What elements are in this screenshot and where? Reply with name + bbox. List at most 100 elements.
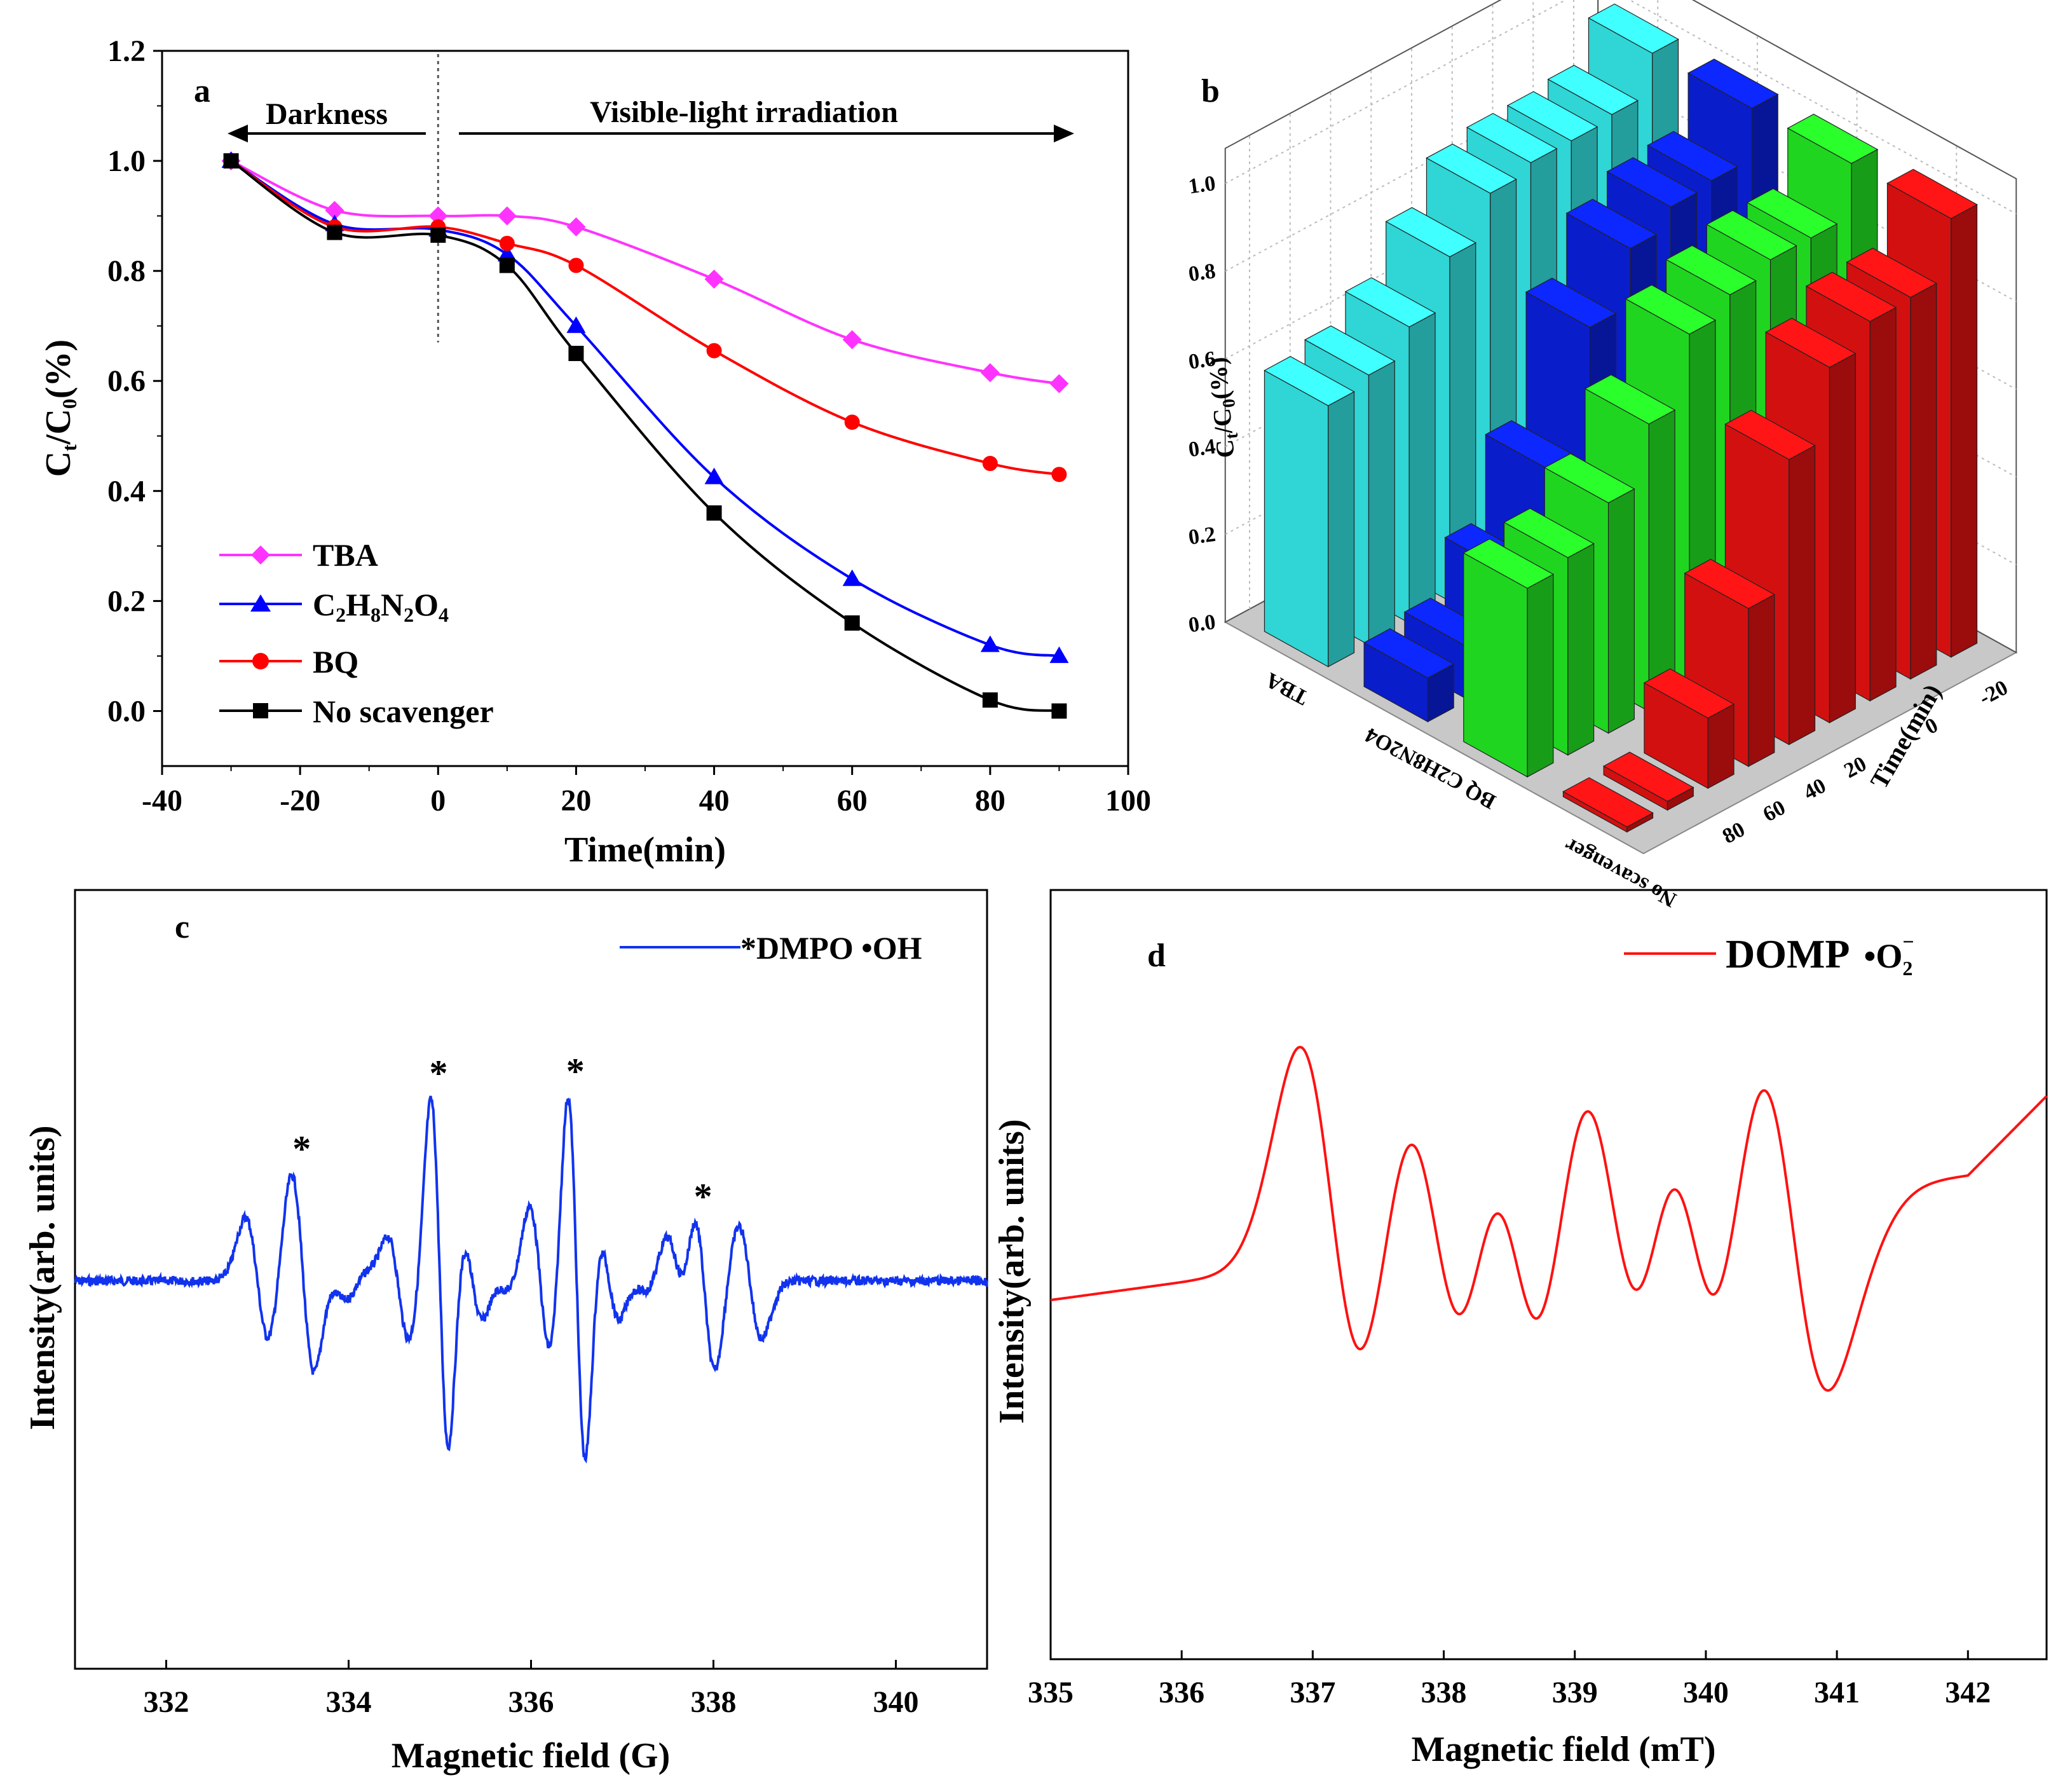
b-bar-top-no-scavenger	[1886, 168, 1978, 219]
a-point-c2h8n2o4	[566, 316, 586, 333]
legend-marker-c2h8n2o4	[250, 594, 271, 612]
a-y-tick-label: 0.2	[107, 584, 146, 618]
panel-c-peak-markers: * * * *	[292, 1050, 712, 1217]
a-point-bq	[706, 343, 722, 359]
panel-d-label: d	[1147, 938, 1166, 974]
panel-a-series	[221, 151, 1069, 719]
a-series-line-c2h8n2o4	[230, 160, 1060, 657]
b-bar-side-tba	[1408, 312, 1436, 624]
a-series-line-tba	[230, 160, 1060, 385]
b-bar-side-no-scavenger	[1789, 444, 1816, 746]
a-point-tba	[980, 363, 1000, 383]
a-point-no-scavenger	[223, 153, 239, 169]
panel-d-x-axis-label: Magnetic field (mT)	[1412, 1730, 1716, 1769]
b-bar-top-no-scavenger	[1562, 777, 1654, 828]
b-category-label: BQ	[1461, 778, 1500, 814]
b-bar-tba	[1264, 369, 1329, 668]
b-z-tick-label: 0.6	[1187, 347, 1217, 374]
c-peak-star: *	[694, 1176, 712, 1217]
panel-b-label: b	[1201, 73, 1220, 109]
a-point-no-scavenger	[327, 224, 343, 240]
b-bar-top-bq	[1584, 374, 1676, 425]
b-z-tick-label: 0.2	[1187, 523, 1217, 550]
panel-c-legend-label: *DMPO •OH	[740, 930, 922, 966]
b-bar-top-bq	[1462, 538, 1555, 589]
panel-d-ticks: 335 336 337 338 339 340 341 342	[1028, 1650, 1991, 1709]
b-bar-top-bq	[1544, 453, 1635, 503]
b-bar-top-bq	[1625, 284, 1717, 335]
b-time-tick-label: 80	[1719, 818, 1748, 849]
b-z-axis-label: Ct/C0(%)	[1203, 356, 1244, 460]
a-x-tick-label: 20	[561, 784, 591, 818]
legend-label-c2h8n2o4: C2H8N2O4	[313, 587, 449, 626]
b-bar-top-bq	[1787, 113, 1879, 164]
a-y-tick-label: 0.4	[107, 474, 146, 508]
b-bar-top-tba	[1385, 207, 1477, 257]
b-bar-side-no-scavenger	[1748, 594, 1775, 767]
legend-marker-bq	[252, 653, 269, 669]
b-z-tick-label: 0.8	[1187, 259, 1217, 287]
a-point-tba	[842, 330, 862, 350]
darkness-arrowhead	[228, 125, 248, 142]
a-y-tick-label: 0.0	[107, 694, 146, 728]
c-x-tick-label: 340	[873, 1685, 919, 1719]
b-bar-top-no-scavenger	[1764, 317, 1857, 368]
b-bar-side-bq	[1567, 543, 1595, 756]
a-point-c2h8n2o4	[704, 467, 724, 484]
b-category-label: No scavenger	[1560, 833, 1680, 912]
a-point-no-scavenger	[844, 615, 860, 631]
a-y-tick-label: 0.8	[107, 254, 146, 288]
a-y-tick-label: 1.2	[107, 34, 146, 68]
b-category-label: TBA	[1262, 668, 1312, 709]
a-point-bq	[1051, 467, 1067, 483]
a-x-tick-label: 100	[1105, 784, 1151, 818]
panel-c-y-axis-label: Intensity(arb. units)	[23, 1125, 62, 1430]
b-bar-side-bq	[1648, 409, 1675, 712]
a-point-no-scavenger	[499, 257, 515, 273]
a-point-bq	[982, 456, 998, 472]
b-bar-top-no-scavenger	[1602, 751, 1694, 802]
a-point-no-scavenger	[1051, 703, 1067, 719]
b-bar-top-tba	[1506, 91, 1598, 142]
visible-light-label: Visible-light irradiation	[590, 95, 898, 129]
a-point-tba	[497, 206, 517, 226]
b-bar-side-no-scavenger	[1910, 282, 1937, 680]
b-bar-top-bq	[1665, 245, 1757, 296]
panel-c-spectrum-line	[74, 1095, 988, 1464]
panel-c-x-axis-label: Magnetic field (G)	[392, 1736, 671, 1776]
b-bar-top-bq	[1503, 508, 1595, 558]
panel-a-annotations: Darkness Visible-light irradiation	[228, 54, 1074, 343]
b-bar-top-c2h8n2o4	[1525, 277, 1617, 328]
panel-b-3d-bar-chart: b 0.00.20.40.60.81.0Ct/C0(%)-20020406080…	[1187, 0, 2018, 912]
visible-light-arrowhead	[1054, 125, 1074, 142]
a-x-tick-label: 80	[975, 784, 1005, 818]
b-bar-top-tba	[1547, 65, 1639, 115]
b-bar-side-tba	[1328, 391, 1355, 668]
panel-c-epr-spectrum: c 332 334 336 338 340 * * * * *DMPO •OH Magneti…	[23, 889, 988, 1776]
c-x-tick-label: 334	[326, 1685, 372, 1719]
b-bar-top-c2h8n2o4	[1647, 130, 1738, 181]
b-bar-top-tba	[1588, 3, 1679, 54]
a-point-bq	[844, 414, 860, 430]
panel-d-epr-spectrum: d 335 336 337 338 339 340 341 342 DOMP •O2− Magn…	[992, 889, 2048, 1769]
b-bar-side-no-scavenger	[1707, 703, 1735, 789]
a-point-tba	[1049, 374, 1069, 394]
panel-a-y-axis-label: Ct/C0(%)	[39, 339, 81, 477]
c-peak-star: *	[430, 1053, 448, 1094]
b-bar-side-no-scavenger	[1829, 352, 1856, 723]
b-bar-top-tba	[1344, 277, 1436, 327]
b-z-tick-label: 0.4	[1187, 435, 1217, 462]
c-peak-star: *	[566, 1050, 585, 1092]
b-bar-top-no-scavenger	[1684, 559, 1776, 609]
d-x-tick-label: 338	[1421, 1676, 1467, 1709]
b-bar-side-tba	[1368, 360, 1395, 646]
b-bar-top-no-scavenger	[1846, 247, 1938, 298]
b-bar-top-c2h8n2o4	[1687, 58, 1779, 109]
panel-d-legend-label: DOMP •O2−	[1726, 930, 1914, 980]
a-y-tick-label: 0.6	[107, 364, 146, 398]
b-bar-top-tba	[1426, 143, 1517, 194]
panel-a-line-chart: a -40 -20 0 20 40 60 80 100 0.0 0.2 0.4 0.6 0.8 1.0 1.…	[39, 34, 1151, 870]
a-series-line-no-scavenger	[230, 160, 1060, 713]
b-bar-top-no-scavenger	[1724, 409, 1816, 460]
a-point-no-scavenger	[982, 692, 998, 708]
